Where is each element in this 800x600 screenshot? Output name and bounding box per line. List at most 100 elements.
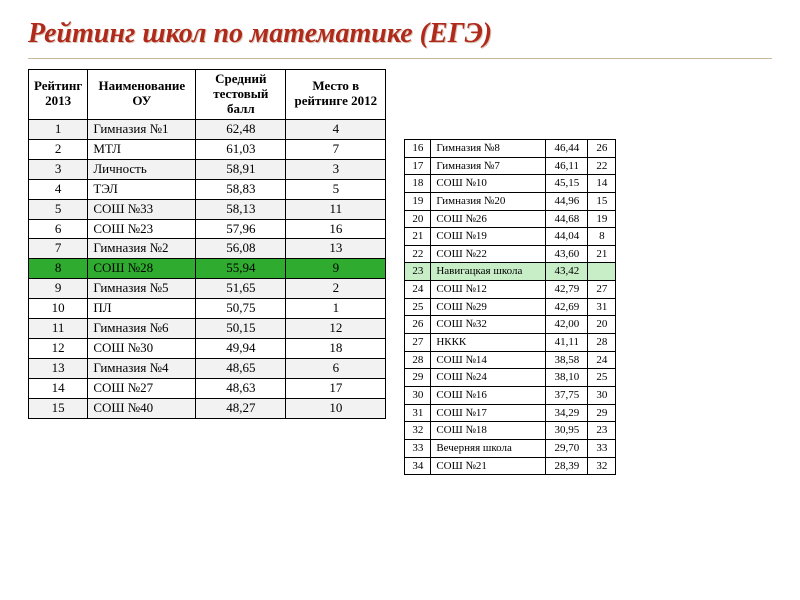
cell-place: 15 <box>588 192 616 210</box>
cell-rank: 33 <box>405 439 431 457</box>
cell-rank: 13 <box>29 359 88 379</box>
cell-rank: 2 <box>29 139 88 159</box>
cell-place: 11 <box>286 199 386 219</box>
cell-name: СОШ №28 <box>88 259 196 279</box>
table-row: 33Вечерняя школа29,7033 <box>405 439 616 457</box>
cell-score: 62,48 <box>196 119 286 139</box>
cell-name: Гимназия №5 <box>88 279 196 299</box>
cell-score: 43,60 <box>546 245 588 263</box>
cell-score: 43,42 <box>546 263 588 281</box>
cell-rank: 6 <box>29 219 88 239</box>
cell-name: ПЛ <box>88 299 196 319</box>
cell-place: 17 <box>286 379 386 399</box>
table-row: 8СОШ №2855,949 <box>29 259 386 279</box>
cell-place <box>588 263 616 281</box>
table-row: 14СОШ №2748,6317 <box>29 379 386 399</box>
table-row: 26СОШ №3242,0020 <box>405 316 616 334</box>
table-row: 22СОШ №2243,6021 <box>405 245 616 263</box>
title-rule <box>28 58 772 59</box>
cell-rank: 3 <box>29 159 88 179</box>
table-row: 11Гимназия №650,1512 <box>29 319 386 339</box>
table-header-row: Рейтинг 2013 Наименование ОУ Средний тес… <box>29 70 386 120</box>
cell-score: 38,10 <box>546 369 588 387</box>
cell-score: 44,68 <box>546 210 588 228</box>
cell-rank: 14 <box>29 379 88 399</box>
cell-name: Гимназия №6 <box>88 319 196 339</box>
cell-place: 3 <box>286 159 386 179</box>
cell-rank: 22 <box>405 245 431 263</box>
cell-rank: 7 <box>29 239 88 259</box>
cell-rank: 19 <box>405 192 431 210</box>
cell-name: СОШ №21 <box>431 457 546 475</box>
cell-rank: 8 <box>29 259 88 279</box>
cell-place: 8 <box>588 228 616 246</box>
cell-rank: 18 <box>405 175 431 193</box>
cell-place: 5 <box>286 179 386 199</box>
cell-score: 41,11 <box>546 334 588 352</box>
table-row: 16Гимназия №846,4426 <box>405 140 616 158</box>
cell-score: 46,44 <box>546 140 588 158</box>
table-row: 30СОШ №1637,7530 <box>405 386 616 404</box>
cell-score: 50,75 <box>196 299 286 319</box>
cell-score: 42,00 <box>546 316 588 334</box>
cell-place: 23 <box>588 422 616 440</box>
cell-name: СОШ №10 <box>431 175 546 193</box>
cell-name: Вечерняя школа <box>431 439 546 457</box>
cell-rank: 9 <box>29 279 88 299</box>
cell-name: Навигацкая школа <box>431 263 546 281</box>
cell-name: СОШ №18 <box>431 422 546 440</box>
cell-name: СОШ №30 <box>88 339 196 359</box>
cell-name: СОШ №19 <box>431 228 546 246</box>
cell-rank: 15 <box>29 398 88 418</box>
cell-name: СОШ №12 <box>431 281 546 299</box>
table-row: 18СОШ №1045,1514 <box>405 175 616 193</box>
cell-place: 19 <box>588 210 616 228</box>
cell-score: 55,94 <box>196 259 286 279</box>
cell-name: МТЛ <box>88 139 196 159</box>
cell-rank: 10 <box>29 299 88 319</box>
cell-name: СОШ №24 <box>431 369 546 387</box>
cell-rank: 32 <box>405 422 431 440</box>
cell-name: СОШ №29 <box>431 298 546 316</box>
table-row: 29СОШ №2438,1025 <box>405 369 616 387</box>
table-row: 12СОШ №3049,9418 <box>29 339 386 359</box>
cell-score: 45,15 <box>546 175 588 193</box>
table-row: 4ТЭЛ58,835 <box>29 179 386 199</box>
cell-rank: 31 <box>405 404 431 422</box>
col-place: Место в рейтинге 2012 <box>286 70 386 120</box>
cell-rank: 24 <box>405 281 431 299</box>
cell-place: 33 <box>588 439 616 457</box>
table-row: 34СОШ №2128,3932 <box>405 457 616 475</box>
cell-name: СОШ №17 <box>431 404 546 422</box>
page-title: Рейтинг школ по математике (ЕГЭ) <box>28 18 772 50</box>
cell-rank: 17 <box>405 157 431 175</box>
cell-name: Личность <box>88 159 196 179</box>
cell-score: 48,27 <box>196 398 286 418</box>
cell-name: СОШ №32 <box>431 316 546 334</box>
cell-score: 46,11 <box>546 157 588 175</box>
table-row: 10ПЛ50,751 <box>29 299 386 319</box>
cell-score: 29,70 <box>546 439 588 457</box>
cell-score: 58,83 <box>196 179 286 199</box>
cell-score: 48,65 <box>196 359 286 379</box>
cell-rank: 12 <box>29 339 88 359</box>
cell-name: СОШ №23 <box>88 219 196 239</box>
cell-place: 26 <box>588 140 616 158</box>
cell-place: 2 <box>286 279 386 299</box>
cell-score: 50,15 <box>196 319 286 339</box>
table-row: 24СОШ №1242,7927 <box>405 281 616 299</box>
cell-name: СОШ №40 <box>88 398 196 418</box>
cell-rank: 23 <box>405 263 431 281</box>
cell-rank: 21 <box>405 228 431 246</box>
cell-score: 56,08 <box>196 239 286 259</box>
cell-place: 14 <box>588 175 616 193</box>
cell-name: Гимназия №4 <box>88 359 196 379</box>
cell-rank: 20 <box>405 210 431 228</box>
cell-score: 58,13 <box>196 199 286 219</box>
table-row: 13Гимназия №448,656 <box>29 359 386 379</box>
cell-place: 7 <box>286 139 386 159</box>
table-row: 31СОШ №1734,2929 <box>405 404 616 422</box>
cell-place: 20 <box>588 316 616 334</box>
cell-place: 9 <box>286 259 386 279</box>
cell-score: 37,75 <box>546 386 588 404</box>
